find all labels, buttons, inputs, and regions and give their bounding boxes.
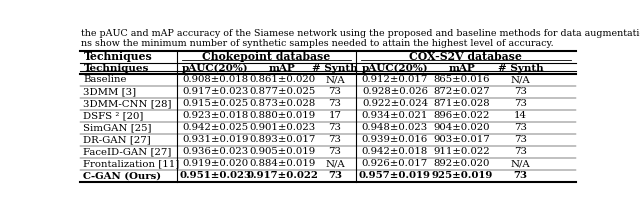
Text: N/A: N/A [325,159,345,168]
Text: 73: 73 [328,147,342,156]
Text: 0.880±0.019: 0.880±0.019 [250,111,316,120]
Text: 0.939±0.016: 0.939±0.016 [362,135,428,144]
Text: 0.901±0.023: 0.901±0.023 [249,123,316,132]
Text: 0.877±0.025: 0.877±0.025 [249,87,316,96]
Text: Chokepoint database: Chokepoint database [202,52,331,62]
Text: 0.912±0.017: 0.912±0.017 [362,75,428,84]
Text: 3DMM-CNN [28]: 3DMM-CNN [28] [83,99,172,108]
Text: 73: 73 [328,135,342,144]
Text: 0.905±0.019: 0.905±0.019 [250,147,316,156]
Text: 17: 17 [328,111,342,120]
Text: 0.948±0.023: 0.948±0.023 [362,123,428,132]
Text: 871±0.028: 871±0.028 [434,99,490,108]
Text: 903±0.017: 903±0.017 [433,135,490,144]
Text: 0.917±0.022: 0.917±0.022 [246,171,318,180]
Text: 0.951±0.023: 0.951±0.023 [179,171,252,180]
Text: 0.884±0.019: 0.884±0.019 [249,159,316,168]
Text: # Synth: # Synth [498,64,543,73]
Text: 911±0.022: 911±0.022 [434,147,490,156]
Text: DSFS ² [20]: DSFS ² [20] [83,111,144,120]
Text: N/A: N/A [511,159,531,168]
Text: 865±0.016: 865±0.016 [434,75,490,84]
Text: 0.957±0.019: 0.957±0.019 [359,171,431,180]
Text: Baseline: Baseline [83,75,127,84]
Text: 872±0.027: 872±0.027 [434,87,490,96]
Text: mAP: mAP [269,64,296,73]
Text: # Synth: # Synth [312,64,358,73]
Text: 73: 73 [328,123,342,132]
Text: 0.893±0.017: 0.893±0.017 [249,135,316,144]
Text: the pAUC and mAP accuracy of the Siamese network using the proposed and baseline: the pAUC and mAP accuracy of the Siamese… [81,29,640,38]
Text: Frontalization [11]: Frontalization [11] [83,159,180,168]
Text: 14: 14 [514,111,527,120]
Text: 0.928±0.026: 0.928±0.026 [362,87,428,96]
Text: 0.934±0.021: 0.934±0.021 [362,111,428,120]
Text: 0.923±0.018: 0.923±0.018 [182,111,248,120]
Text: SimGAN [25]: SimGAN [25] [83,123,152,132]
Text: 0.922±0.024: 0.922±0.024 [362,99,428,108]
Text: 73: 73 [514,147,527,156]
Text: 73: 73 [328,87,342,96]
Text: DR-GAN [27]: DR-GAN [27] [83,135,151,144]
Text: 0.873±0.028: 0.873±0.028 [249,99,316,108]
Text: 3DMM [3]: 3DMM [3] [83,87,136,96]
Text: N/A: N/A [325,75,345,84]
Text: Techniques: Techniques [83,52,152,62]
Text: 0.942±0.025: 0.942±0.025 [182,123,248,132]
Text: 73: 73 [328,171,342,180]
Text: 73: 73 [514,99,527,108]
Text: 0.926±0.017: 0.926±0.017 [362,159,428,168]
Text: 0.919±0.020: 0.919±0.020 [182,159,248,168]
Text: N/A: N/A [511,75,531,84]
Text: 0.917±0.023: 0.917±0.023 [182,87,248,96]
Text: pAUC(20%): pAUC(20%) [182,64,249,73]
Text: Techniques: Techniques [83,64,149,73]
Text: FaceID-GAN [27]: FaceID-GAN [27] [83,147,172,156]
Text: 892±0.020: 892±0.020 [434,159,490,168]
Text: 73: 73 [513,171,527,180]
Text: COX-S2V database: COX-S2V database [409,52,522,62]
Text: 0.915±0.025: 0.915±0.025 [182,99,248,108]
Text: 73: 73 [514,87,527,96]
Text: mAP: mAP [449,64,476,73]
Text: 925±0.019: 925±0.019 [431,171,493,180]
Text: 0.936±0.023: 0.936±0.023 [182,147,248,156]
Text: ns show the minimum number of synthetic samples needed to attain the highest lev: ns show the minimum number of synthetic … [81,39,554,48]
Text: 0.861±0.020: 0.861±0.020 [250,75,316,84]
Text: 904±0.020: 904±0.020 [434,123,490,132]
Text: 0.931±0.019: 0.931±0.019 [182,135,248,144]
Text: 896±0.022: 896±0.022 [434,111,490,120]
Text: 0.908±0.018: 0.908±0.018 [182,75,248,84]
Text: 73: 73 [328,99,342,108]
Text: pAUC(20%): pAUC(20%) [362,64,428,73]
Text: C-GAN (Ours): C-GAN (Ours) [83,171,161,180]
Text: 73: 73 [514,135,527,144]
Text: 73: 73 [514,123,527,132]
Text: 0.942±0.018: 0.942±0.018 [362,147,428,156]
